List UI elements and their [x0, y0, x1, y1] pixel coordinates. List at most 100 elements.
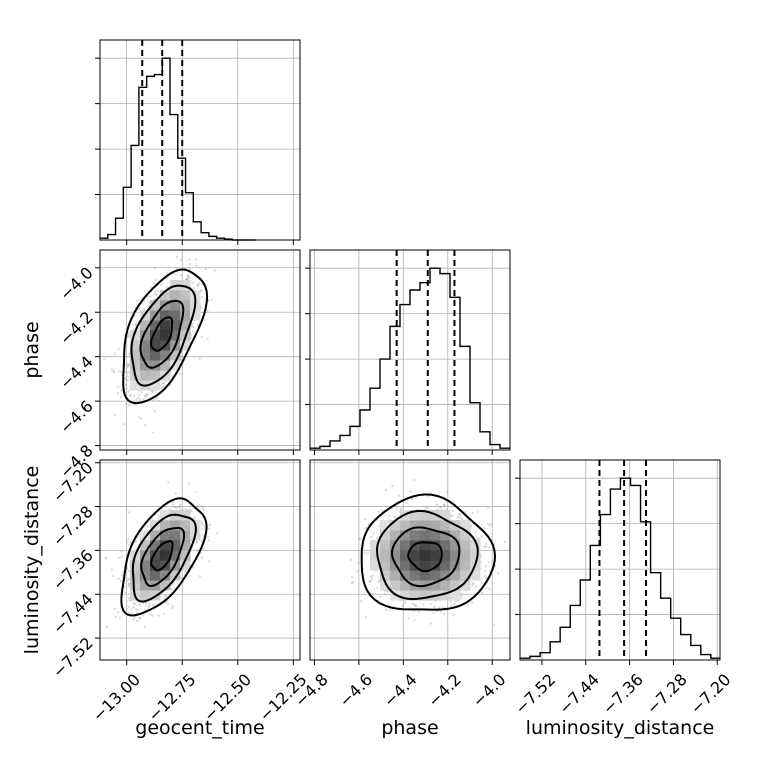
scatter-point — [136, 299, 139, 302]
scatter-point — [138, 398, 142, 401]
scatter-point — [120, 579, 123, 583]
x-axis-label-phase: phase — [381, 717, 438, 739]
scatter-point — [154, 290, 157, 293]
scatter-point — [196, 548, 199, 552]
scatter-point — [370, 576, 373, 579]
density-cell — [400, 570, 411, 581]
scatter-point — [202, 524, 205, 528]
scatter-point — [460, 517, 463, 520]
scatter-point — [187, 482, 190, 485]
scatter-point — [190, 333, 193, 337]
density-cell — [420, 530, 431, 541]
scatter-point — [442, 503, 446, 506]
density-cell — [450, 550, 461, 561]
histogram-phase — [310, 267, 510, 449]
scatter-point — [153, 409, 156, 413]
density-cell — [420, 570, 431, 581]
scatter-point — [375, 537, 379, 540]
scatter-point — [459, 516, 462, 519]
scatter-point — [116, 392, 120, 395]
scatter-point — [413, 478, 416, 482]
scatter-point — [149, 294, 152, 298]
density-cell — [470, 540, 481, 551]
scatter-point — [195, 541, 198, 544]
scatter-point — [103, 358, 106, 361]
density-cell — [170, 540, 181, 551]
scatter-point — [128, 543, 131, 546]
density-cell — [130, 340, 141, 351]
scatter-point — [132, 618, 136, 621]
scatter-point — [200, 306, 203, 309]
scatter-point — [399, 507, 403, 511]
scatter-point — [137, 603, 141, 607]
x-tick-label: −7.36 — [599, 670, 647, 718]
scatter-point — [429, 603, 432, 606]
scatter-point — [407, 617, 410, 620]
scatter-point — [384, 609, 388, 612]
scatter-point — [146, 295, 150, 299]
scatter-point — [480, 591, 484, 594]
scatter-point — [105, 625, 109, 628]
scatter-point — [190, 510, 193, 513]
density-cell — [150, 330, 161, 341]
density-cell — [450, 540, 461, 551]
scatter-point — [198, 575, 202, 578]
scatter-point — [129, 394, 132, 397]
scatter-point — [372, 532, 375, 535]
density-cell — [450, 530, 461, 541]
hist-background — [100, 40, 300, 240]
density-cell — [370, 560, 381, 571]
scatter-point — [153, 292, 156, 295]
density-cell — [140, 590, 151, 601]
density-cell — [450, 570, 461, 581]
density-cell — [150, 320, 161, 331]
scatter-point — [383, 593, 387, 596]
scatter-point — [478, 537, 481, 540]
hist-background — [520, 460, 720, 660]
scatter-point — [452, 500, 455, 503]
scatter-point — [377, 535, 380, 538]
scatter-point — [452, 614, 455, 617]
scatter-point — [148, 602, 151, 605]
scatter-point — [404, 601, 407, 605]
scatter-point — [171, 605, 174, 608]
density-cell — [180, 340, 191, 351]
scatter-point — [146, 525, 149, 528]
scatter-point — [192, 326, 195, 329]
scatter-point — [127, 537, 130, 541]
scatter-point — [125, 403, 128, 406]
density-cell — [390, 520, 401, 531]
scatter-point — [364, 616, 367, 619]
scatter-point — [195, 264, 198, 267]
density-cell — [390, 550, 401, 561]
scatter-point — [377, 580, 381, 584]
scatter-point — [155, 396, 159, 399]
histogram-luminosity_distance — [520, 477, 720, 659]
scatter-point — [488, 546, 491, 549]
scatter-point — [157, 399, 161, 402]
density-cell — [180, 280, 191, 291]
contour-level-0 — [407, 541, 443, 573]
scatter-point — [429, 491, 432, 495]
density-cell — [390, 530, 401, 541]
scatter-point — [414, 603, 417, 607]
scatter-point — [136, 608, 139, 612]
scatter-point — [124, 355, 128, 358]
density-cell — [400, 550, 411, 561]
scatter-point — [123, 585, 126, 588]
density-cell — [430, 570, 441, 581]
scatter-point — [134, 324, 137, 327]
scatter-point — [350, 576, 354, 579]
scatter-point — [405, 501, 408, 504]
scatter-point — [138, 307, 141, 310]
contour-level-2 — [130, 284, 197, 387]
y-tick-label: −7.44 — [49, 590, 97, 638]
scatter-point — [193, 517, 196, 520]
scatter-point — [163, 594, 167, 597]
contour-level-0 — [150, 540, 174, 572]
density-cell — [160, 320, 171, 331]
scatter-point — [366, 552, 370, 555]
scatter-point — [117, 347, 120, 350]
scatter-point — [443, 505, 447, 508]
density-cell — [180, 290, 191, 301]
